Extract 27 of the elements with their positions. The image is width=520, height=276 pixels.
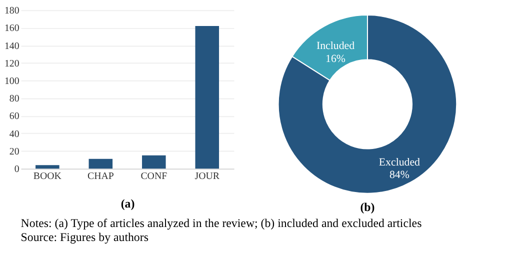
x-tick-label: JOUR	[194, 170, 220, 182]
slice-label: Excluded	[378, 156, 421, 168]
donut-slice	[278, 14, 458, 194]
y-tick-label: 160	[4, 23, 20, 34]
y-tick-label: 0	[14, 164, 20, 176]
bar	[195, 26, 220, 169]
y-tick-label: 20	[9, 146, 20, 158]
x-tick-label: BOOK	[33, 170, 62, 182]
bar	[142, 155, 166, 169]
data-label: 16%	[326, 52, 346, 65]
y-tick-label: 180	[4, 6, 20, 17]
bar	[88, 158, 113, 169]
text: Notes: (a) Type of articles analyzed in the review; (b) included and excluded articles	[20, 216, 422, 230]
y-tick-label: 80	[9, 94, 20, 105]
x-tick-label: CHAP	[87, 170, 114, 182]
y-tick-label: 40	[9, 128, 20, 140]
source-note: Source: Figures by authors	[20, 230, 149, 244]
x-tick-label: CONF	[140, 170, 168, 182]
y-tick-label: 60	[9, 111, 20, 122]
y-tick-label: 140	[4, 40, 20, 52]
bar	[36, 165, 60, 169]
data-label: 84%	[389, 169, 410, 182]
x-axis-title: (a)	[120, 196, 135, 211]
text: (b)	[360, 200, 375, 214]
slice-label: Included	[316, 40, 356, 52]
y-tick-label: 120	[4, 58, 20, 70]
y-tick-label: 100	[4, 76, 20, 88]
